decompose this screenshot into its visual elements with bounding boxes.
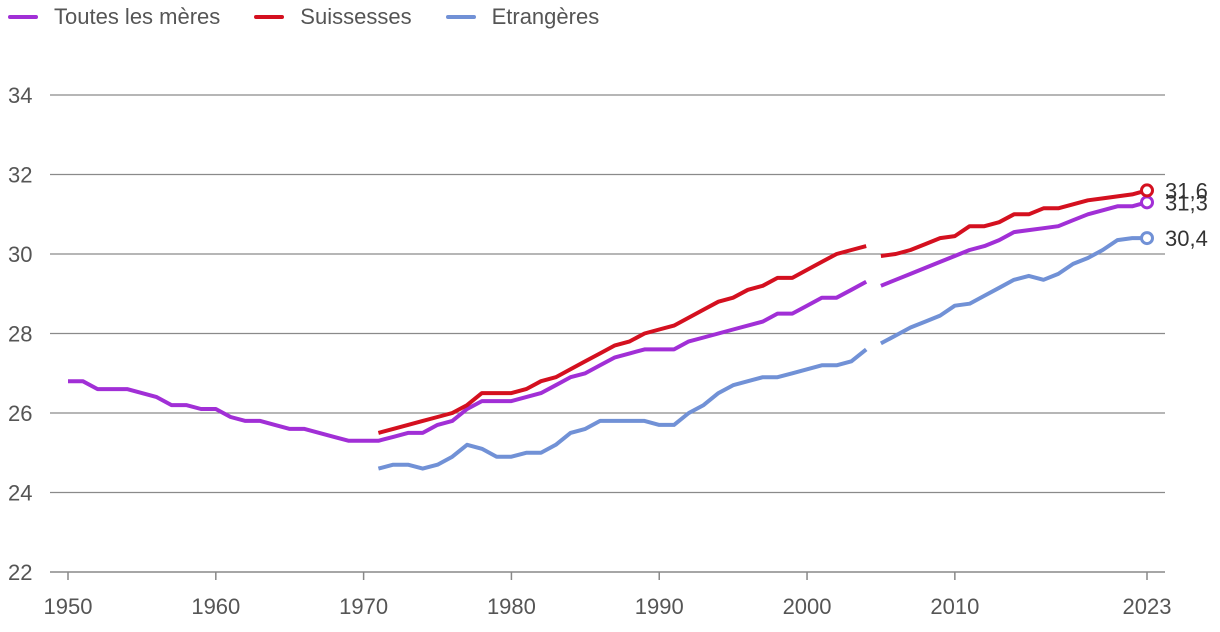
x-tick-label-1980: 1980	[487, 594, 536, 619]
series-line-0-segment-0	[68, 280, 868, 443]
y-tick-label-26: 26	[8, 401, 32, 426]
x-tick-label-1990: 1990	[635, 594, 684, 619]
end-marker-0	[1140, 195, 1154, 210]
y-tick-label-22: 22	[8, 560, 32, 585]
x-tick-label-2023: 2023	[1123, 594, 1172, 619]
legend-item-toutes[interactable]: Toutes les mères	[8, 4, 220, 30]
end-marker-2	[1140, 231, 1154, 246]
series-line-0-segment-1	[880, 200, 1148, 288]
legend-swatch-suissesses	[254, 15, 285, 19]
legend: Toutes les mères Suissesses Etrangères	[8, 4, 599, 30]
legend-label-etrangeres: Etrangères	[491, 4, 600, 29]
x-axis: 1950 1960 1970 1980 1990 2000 2010 2023	[44, 572, 1172, 619]
series-line-1-segment-0	[377, 244, 867, 435]
end-label-2: 30,4	[1165, 226, 1208, 251]
series-line-2-segment-1	[879, 236, 1147, 346]
y-tick-label-28: 28	[8, 322, 32, 347]
y-tick-label-34: 34	[8, 83, 32, 108]
x-tick-label-2010: 2010	[930, 594, 979, 619]
x-tick-label-1960: 1960	[191, 594, 240, 619]
legend-swatch-toutes	[8, 15, 38, 19]
legend-label-suissesses: Suissesses	[300, 4, 412, 29]
y-tick-label-32: 32	[8, 163, 32, 188]
legend-item-etrangeres[interactable]: Etrangères	[445, 4, 600, 30]
legend-swatch-etrangeres	[445, 15, 476, 19]
x-tick-label-1970: 1970	[339, 594, 388, 619]
series-line-2-segment-0	[377, 347, 868, 471]
series-line-1-segment-1	[880, 188, 1148, 258]
end-marker-1	[1140, 183, 1154, 198]
legend-item-suissesses[interactable]: Suissesses	[254, 4, 412, 30]
end-label-1: 31,6	[1165, 178, 1208, 203]
y-tick-label-24: 24	[8, 481, 32, 506]
y-tick-label-30: 30	[8, 242, 32, 267]
y-axis-ticks: 22 24 26 28 30 32 34	[8, 83, 32, 585]
legend-label-toutes: Toutes les mères	[54, 4, 221, 29]
gridlines	[50, 94, 1165, 573]
x-tick-label-2000: 2000	[783, 594, 832, 619]
end-label-0: 31,3	[1165, 190, 1208, 215]
end-markers: 31,331,6 30,4	[1140, 178, 1208, 251]
series-lines	[68, 188, 1148, 471]
x-tick-label-1950: 1950	[44, 594, 93, 619]
